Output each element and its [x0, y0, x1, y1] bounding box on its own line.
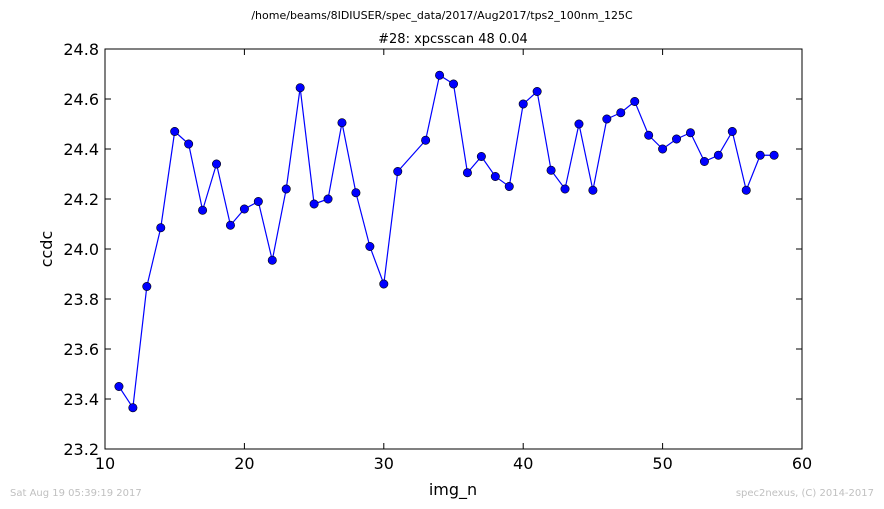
x-axis-label: img_n	[429, 480, 477, 500]
y-tick-label: 24.6	[63, 90, 99, 109]
data-point	[672, 134, 682, 144]
data-point	[239, 204, 249, 214]
data-point	[267, 255, 277, 265]
y-axis-label: ccdc	[37, 231, 56, 268]
data-point	[602, 114, 612, 124]
x-tick-label: 50	[652, 454, 672, 473]
data-point	[462, 168, 472, 178]
data-point	[198, 205, 208, 215]
footer-timestamp: Sat Aug 19 05:39:19 2017	[10, 488, 142, 499]
series-line	[118, 74, 775, 410]
data-point	[755, 150, 765, 160]
data-point	[142, 281, 152, 291]
y-tick-label: 23.4	[63, 390, 99, 409]
y-tick-label: 23.8	[63, 290, 99, 309]
y-tick-label: 24.2	[63, 190, 99, 209]
ticks-layer: 10 20 30 40 50 60 23.2 23.4 23.6 23.8 24.0 24.2 24.4…	[63, 40, 812, 473]
data-point	[616, 108, 626, 118]
y-tick-label: 23.6	[63, 340, 99, 359]
data-point	[309, 199, 319, 209]
data-layer	[114, 70, 779, 413]
footer-credit: spec2nexus, (C) 2014-2017	[735, 488, 874, 499]
data-point	[225, 220, 235, 230]
data-point	[644, 130, 654, 140]
figure-suptitle: /home/beams/8IDIUSER/spec_data/2017/Aug2…	[251, 9, 633, 22]
data-point	[741, 185, 751, 195]
data-point	[685, 128, 695, 138]
chart-title: #28: xpcsscan 48 0.04	[378, 32, 528, 47]
data-point	[630, 97, 640, 107]
data-point	[769, 150, 779, 160]
data-point	[323, 194, 333, 204]
data-point	[588, 185, 598, 195]
data-point	[727, 127, 737, 137]
y-tick-label: 24.4	[63, 140, 99, 159]
data-point	[490, 172, 500, 182]
data-point	[379, 279, 389, 289]
data-point	[156, 223, 166, 233]
data-point	[658, 144, 668, 154]
data-point	[253, 197, 263, 207]
data-point	[448, 79, 458, 89]
data-point	[546, 165, 556, 175]
data-point	[212, 159, 222, 169]
data-point	[365, 242, 375, 252]
data-point	[713, 150, 723, 160]
data-point	[337, 118, 347, 128]
data-point	[295, 83, 305, 93]
x-tick-label: 20	[234, 454, 254, 473]
data-point	[421, 135, 431, 145]
data-point	[351, 188, 361, 198]
data-point	[699, 157, 709, 167]
x-tick-label: 10	[95, 454, 115, 473]
data-point	[476, 152, 486, 162]
y-tick-label: 24.8	[63, 40, 99, 59]
x-tick-label: 30	[374, 454, 394, 473]
y-tick-label: 24.0	[63, 240, 99, 259]
data-point	[532, 87, 542, 97]
data-point	[574, 119, 584, 129]
data-point	[504, 182, 514, 192]
x-tick-label: 40	[513, 454, 533, 473]
data-point	[281, 184, 291, 194]
data-point	[184, 139, 194, 149]
x-tick-label: 60	[792, 454, 812, 473]
data-point	[128, 403, 138, 413]
y-tick-label: 23.2	[63, 440, 99, 459]
data-point	[114, 381, 124, 391]
plot-frame	[104, 48, 803, 450]
data-point	[560, 184, 570, 194]
data-point	[518, 99, 528, 109]
data-point	[435, 70, 445, 80]
data-point	[170, 127, 180, 137]
data-point	[393, 167, 403, 177]
